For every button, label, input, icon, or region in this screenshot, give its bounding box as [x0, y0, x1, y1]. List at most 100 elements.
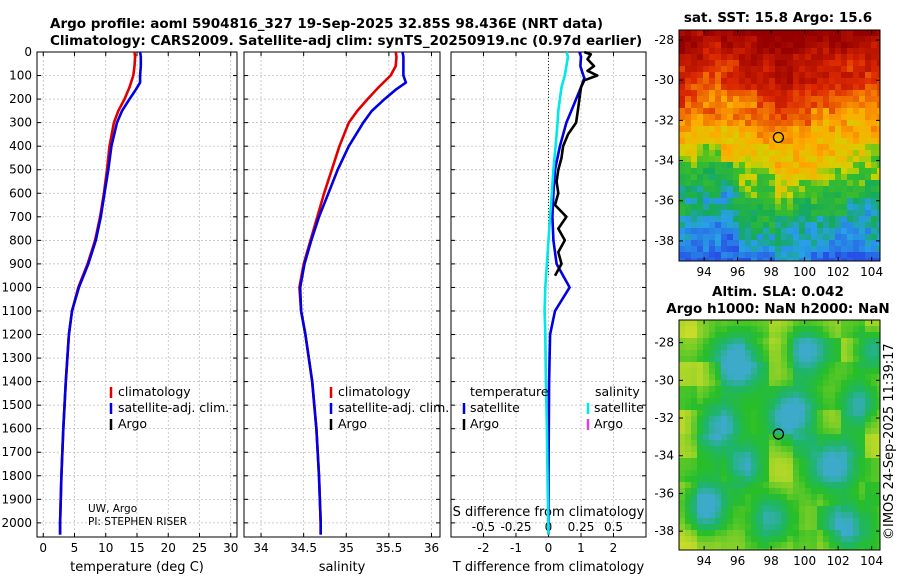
map-cell	[727, 386, 733, 392]
map-cell	[865, 326, 871, 332]
map-cell	[871, 500, 877, 506]
map-cell	[679, 464, 685, 470]
legend-argo: Argo	[338, 416, 367, 431]
map-cell	[817, 332, 823, 338]
map-cell	[727, 452, 733, 458]
map-cell	[793, 114, 799, 120]
map-cell	[721, 222, 727, 228]
map-cell	[781, 458, 787, 464]
map-cell	[775, 476, 781, 482]
map-cell	[703, 536, 709, 542]
map-cell	[793, 482, 799, 488]
map-cell	[805, 42, 811, 48]
map-cell	[811, 246, 817, 252]
map-cell	[823, 252, 829, 258]
map-cell	[739, 216, 745, 222]
map-cell	[871, 258, 877, 261]
map-cell	[685, 252, 691, 258]
map-cell	[787, 446, 793, 452]
map-cell	[679, 326, 685, 332]
map-cell	[877, 138, 880, 144]
map-cell	[721, 440, 727, 446]
map-cell	[709, 120, 715, 126]
map-cell	[817, 428, 823, 434]
legend-satellite: satellite-adj. clim.	[338, 400, 449, 415]
map-cell	[715, 410, 721, 416]
map-cell	[847, 416, 853, 422]
map-cell	[805, 506, 811, 512]
map-cell	[847, 54, 853, 60]
map-cell	[715, 386, 721, 392]
map-cell	[793, 500, 799, 506]
map-cell	[733, 506, 739, 512]
map-cell	[679, 102, 685, 108]
map-cell	[835, 398, 841, 404]
map-cell	[787, 512, 793, 518]
x-tick-label: 1	[577, 541, 585, 555]
map-cell	[703, 344, 709, 350]
map-cell	[799, 222, 805, 228]
map-cell	[853, 410, 859, 416]
map-cell	[739, 506, 745, 512]
map-cell	[865, 398, 871, 404]
map-cell	[739, 368, 745, 374]
map-cell	[823, 344, 829, 350]
map-cell	[733, 162, 739, 168]
map-cell	[691, 320, 697, 326]
map-cell	[871, 156, 877, 162]
map-cell	[763, 416, 769, 422]
map-cell	[835, 156, 841, 162]
map-cell	[781, 518, 787, 524]
map-cell	[835, 198, 841, 204]
map-cell	[763, 96, 769, 102]
map-cell	[877, 144, 880, 150]
map-cell	[769, 464, 775, 470]
map-cell	[847, 512, 853, 518]
map-cell	[817, 84, 823, 90]
map-cell	[727, 210, 733, 216]
map-cell	[781, 204, 787, 210]
map-cell	[877, 530, 880, 536]
map-cell	[775, 332, 781, 338]
map-cell	[733, 192, 739, 198]
map-cell	[697, 416, 703, 422]
map-cell	[745, 144, 751, 150]
map-cell	[805, 428, 811, 434]
map-cell	[709, 252, 715, 258]
map-cell	[697, 350, 703, 356]
map-cell	[829, 30, 835, 36]
map-cell	[757, 258, 763, 261]
map-cell	[691, 186, 697, 192]
map-cell	[685, 332, 691, 338]
map-cell	[799, 536, 805, 542]
map-cell	[817, 356, 823, 362]
map-cell	[709, 48, 715, 54]
map-cell	[793, 150, 799, 156]
map-cell	[817, 246, 823, 252]
map-cell	[841, 548, 847, 550]
map-cell	[685, 446, 691, 452]
map-cell	[859, 548, 865, 550]
map-cell	[775, 446, 781, 452]
map-cell	[817, 198, 823, 204]
map-cell	[757, 326, 763, 332]
map-cell	[877, 416, 880, 422]
map-cell	[841, 90, 847, 96]
map-cell	[871, 464, 877, 470]
map-cell	[709, 536, 715, 542]
map-cell	[793, 126, 799, 132]
map-cell	[727, 144, 733, 150]
map-cell	[787, 500, 793, 506]
map-cell	[835, 108, 841, 114]
map-cell	[775, 470, 781, 476]
map-cell	[745, 30, 751, 36]
map-cell	[871, 198, 877, 204]
map-cell	[817, 222, 823, 228]
map-cell	[805, 410, 811, 416]
map-cell	[775, 96, 781, 102]
map-cell	[775, 72, 781, 78]
map-cell	[865, 120, 871, 126]
map-cell	[685, 66, 691, 72]
map-cell	[871, 512, 877, 518]
map-cell	[679, 392, 685, 398]
